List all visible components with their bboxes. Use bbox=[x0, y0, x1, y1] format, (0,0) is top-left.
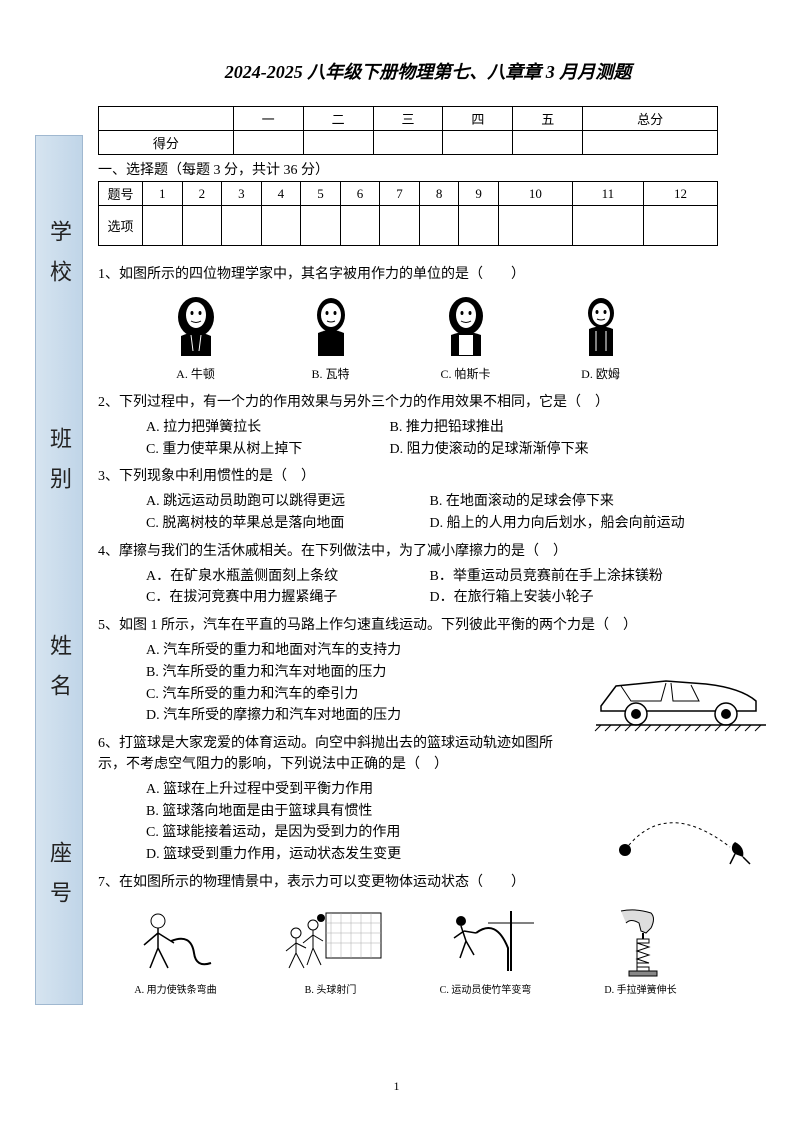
q7-text: 7、在如图所示的物理情景中，表示力可以变更物体运动状态（ ） bbox=[98, 872, 758, 893]
spring-stretch-icon bbox=[581, 903, 701, 978]
sidebar-seat: 座号 bbox=[43, 841, 75, 921]
score-h3: 三 bbox=[373, 107, 443, 131]
ans-row1-label: 题号 bbox=[99, 182, 143, 206]
q7-fig-d: D. 手拉弹簧伸长 bbox=[571, 903, 711, 996]
bend-iron-icon bbox=[116, 903, 236, 978]
answer-table: 题号 1 2 3 4 5 6 7 8 9 10 11 12 选项 bbox=[98, 181, 718, 246]
score-row-label: 得分 bbox=[99, 131, 234, 155]
header-goal-icon bbox=[271, 903, 391, 978]
score-h6: 总分 bbox=[583, 107, 718, 131]
sidebar: 学校 班别 姓名 座号 bbox=[35, 135, 83, 1005]
ans-row2-label: 选项 bbox=[99, 206, 143, 246]
q4-opts: A．在矿泉水瓶盖侧面刻上条纹 B．举重运动员竞赛前在手上涂抹镁粉 C．在拔河竞赛… bbox=[146, 566, 758, 609]
q1-figures: A. 牛顿 B. 瓦特 C. 帕斯卡 D. 欧姆 bbox=[128, 291, 668, 382]
physicist-watt: B. 瓦特 bbox=[296, 291, 366, 382]
q3-opts: A. 跳远运动员助跑可以跳得更远 B. 在地面滚动的足球会停下来 C. 脱离树枝… bbox=[146, 491, 758, 534]
q7-fig-c: C. 运动员使竹竿变弯 bbox=[416, 903, 556, 996]
sidebar-name: 姓名 bbox=[43, 634, 75, 714]
q7-fig-b: B. 头球射门 bbox=[261, 903, 401, 996]
score-h0 bbox=[99, 107, 234, 131]
q2-opts: A. 拉力把弹簧拉长 B. 推力把铅球推出 C. 重力使苹果从树上掉下 D. 阻… bbox=[146, 417, 758, 460]
score-h5: 五 bbox=[513, 107, 583, 131]
q1-text: 1、如图所示的四位物理学家中，其名字被用作力的单位的是（ ） bbox=[98, 264, 758, 285]
q4-text: 4、摩擦与我们的生活休戚相关。在下列做法中，为了减小摩擦力的是（ ） bbox=[98, 541, 758, 562]
score-table: 一 二 三 四 五 总分 得分 bbox=[98, 106, 718, 155]
watt-icon bbox=[296, 291, 366, 361]
section1-header: 一、选择题（每题 3 分，共计 36 分） bbox=[98, 159, 758, 179]
newton-icon bbox=[161, 291, 231, 361]
sidebar-school: 学校 bbox=[43, 220, 75, 300]
sidebar-class: 班别 bbox=[43, 427, 75, 507]
q7-figures: A. 用力使铁条弯曲 B. 头球射门 C. 运动员使竹竿变弯 D. 手拉弹簧伸长 bbox=[98, 903, 718, 996]
physicist-ohm: D. 欧姆 bbox=[566, 291, 636, 382]
pascal-icon bbox=[431, 291, 501, 361]
q5-text: 5、如图 1 所示，汽车在平直的马路上作匀速直线运动。下列彼此平衡的两个力是（ … bbox=[98, 615, 758, 636]
q3-text: 3、下列现象中利用惯性的是（ ） bbox=[98, 466, 758, 487]
score-h1: 一 bbox=[233, 107, 303, 131]
pole-vault-icon bbox=[426, 903, 546, 978]
score-h2: 二 bbox=[303, 107, 373, 131]
car-figure-icon bbox=[591, 666, 771, 732]
ohm-icon bbox=[566, 291, 636, 361]
q2-text: 2、下列过程中，有一个力的作用效果与另外三个力的作用效果不相同，它是（ ） bbox=[98, 392, 758, 413]
page-title: 2024-2025 八年级下册物理第七、八章章 3 月月测题 bbox=[98, 58, 758, 84]
q7-fig-a: A. 用力使铁条弯曲 bbox=[106, 903, 246, 996]
q5-opts: A. 汽车所受的重力和地面对汽车的支持力 B. 汽车所受的重力和汽车对地面的压力… bbox=[146, 640, 526, 727]
score-h4: 四 bbox=[443, 107, 513, 131]
physicist-newton: A. 牛顿 bbox=[161, 291, 231, 382]
q6-text: 6、打篮球是大家宠爱的体育运动。向空中斜抛出去的篮球运动轨迹如图所示，不考虑空气… bbox=[98, 733, 578, 775]
basketball-trajectory-icon bbox=[615, 802, 765, 872]
page-number: 1 bbox=[0, 1079, 793, 1094]
physicist-pascal: C. 帕斯卡 bbox=[431, 291, 501, 382]
